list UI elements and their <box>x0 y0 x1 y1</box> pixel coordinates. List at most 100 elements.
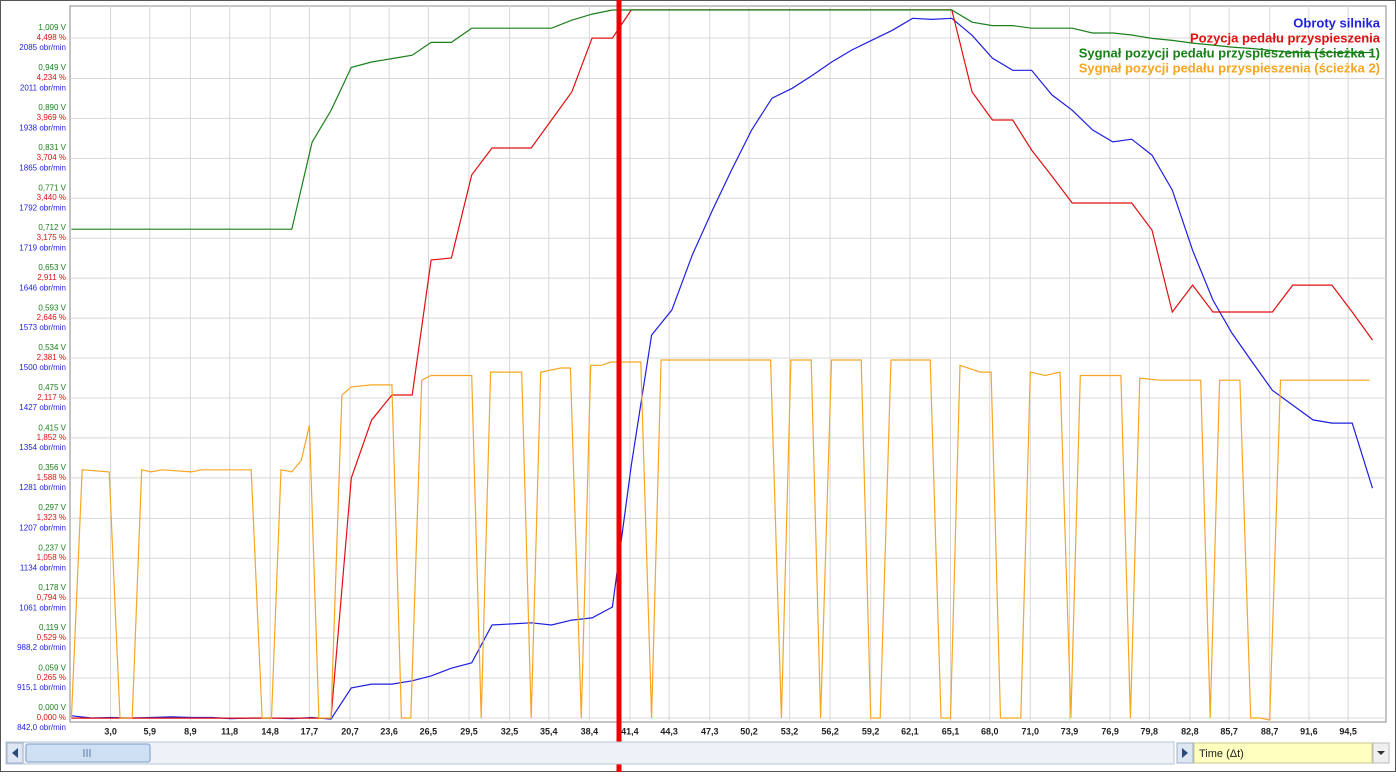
x-tick-label: 11,8 <box>221 726 238 736</box>
y-tick-label: 1,058 % <box>37 553 66 562</box>
y-tick-label: 0,890 V <box>38 103 66 112</box>
y-tick-label: 0,415 V <box>38 423 66 432</box>
y-tick-label: 842,0 obr/min <box>17 723 66 732</box>
series-line <box>71 9 1373 230</box>
y-tick-label: 1792 obr/min <box>19 203 66 212</box>
y-tick-label: 1865 obr/min <box>19 163 66 172</box>
y-tick-label: 0,949 V <box>38 63 66 72</box>
y-tick-label: 1354 obr/min <box>19 443 66 452</box>
y-tick-label: 1207 obr/min <box>19 523 66 532</box>
y-tick-label: 0,119 V <box>39 623 67 632</box>
x-axis-label: Time (Δt) <box>1199 748 1244 760</box>
y-tick-label: 0,265 % <box>37 673 66 682</box>
x-tick-label: 85,7 <box>1220 726 1238 736</box>
x-tick-label: 47,3 <box>701 726 719 736</box>
y-tick-label: 2,911 % <box>37 273 66 282</box>
arrow-icon <box>12 748 18 758</box>
scroll-thumb[interactable] <box>25 743 151 763</box>
legend-entry: Obroty silnika <box>1293 15 1380 30</box>
y-tick-label: 1500 obr/min <box>19 363 66 372</box>
x-tick-label: 26,5 <box>420 726 438 736</box>
grid <box>70 6 1386 722</box>
y-tick-label: 0,653 V <box>38 263 66 272</box>
plot-area <box>69 5 1387 723</box>
y-tick-label: 1938 obr/min <box>19 124 66 133</box>
x-tick-label: 14,8 <box>261 726 279 736</box>
y-tick-label: 3,175 % <box>37 233 66 242</box>
x-tick-label: 53,2 <box>781 726 799 736</box>
y-tick-label: 0,178 V <box>38 583 66 592</box>
x-tick-label: 23,6 <box>380 726 398 736</box>
y-tick-label: 1427 obr/min <box>19 403 66 412</box>
y-tick-label: 3,704 % <box>37 153 66 162</box>
y-tick-label: 0,794 % <box>37 593 66 602</box>
y-tick-label: 0,000 V <box>38 703 66 712</box>
x-tick-label: 17,7 <box>301 726 319 736</box>
x-tick-label: 8,9 <box>184 726 197 736</box>
y-tick-label: 0,356 V <box>38 463 66 472</box>
dropdown-icon <box>1377 751 1385 755</box>
y-tick-label: 1281 obr/min <box>19 483 66 492</box>
x-tick-label: 3,0 <box>104 726 117 736</box>
x-tick-label: 44,3 <box>660 726 678 736</box>
y-tick-label: 1,852 % <box>37 433 66 442</box>
x-tick-label: 41,4 <box>621 726 639 736</box>
x-tick-label: 5,9 <box>144 726 157 736</box>
x-tick-label: 91,6 <box>1300 726 1318 736</box>
x-tick-label: 79,8 <box>1141 726 1159 736</box>
x-tick-label: 68,0 <box>981 726 999 736</box>
series-lines <box>70 9 1374 721</box>
y-tick-label: 0,475 V <box>38 383 66 392</box>
y-tick-label: 1573 obr/min <box>19 323 66 332</box>
x-tick-label: 73,9 <box>1061 726 1079 736</box>
x-tick-label: 71,0 <box>1022 726 1040 736</box>
y-tick-label: 3,440 % <box>37 193 66 202</box>
x-tick-label: 94,5 <box>1339 726 1357 736</box>
x-tick-label: 38,4 <box>581 726 599 736</box>
x-axis-selector[interactable] <box>1193 742 1373 764</box>
y-tick-label: 915,1 obr/min <box>17 683 66 692</box>
scrollbar[interactable] <box>5 741 1175 765</box>
legend-entry: Pozycja pedału przyspieszenia <box>1190 30 1381 45</box>
x-tick-label: 32,5 <box>501 726 519 736</box>
y-tick-label: 0,534 V <box>38 343 66 352</box>
legend-entry: Sygnał pozycji pedału przyspieszenia (śc… <box>1079 60 1380 75</box>
y-tick-label: 4,234 % <box>37 73 66 82</box>
y-tick-label: 1646 obr/min <box>19 283 66 292</box>
y-tick-label: 0,593 V <box>38 303 66 312</box>
y-tick-label: 4,498 % <box>37 33 66 42</box>
y-tick-label: 0,297 V <box>38 503 66 512</box>
y-tick-label: 1,323 % <box>37 513 66 522</box>
labels: 3,0 5,9 8,9 11,8 14,8 17,7 20,7 23,6 26,5 29,5 32,… <box>17 15 1381 736</box>
y-tick-label: 2,646 % <box>37 313 66 322</box>
y-tick-label: 1,009 V <box>38 23 66 32</box>
y-tick-label: 1061 obr/min <box>19 603 66 612</box>
x-tick-label: 88,7 <box>1261 726 1279 736</box>
y-tick-label: 1719 obr/min <box>19 243 66 252</box>
series-line <box>70 359 1370 721</box>
y-tick-label: 988,2 obr/min <box>17 643 66 652</box>
arrow-icon <box>1182 748 1188 758</box>
y-tick-label: 0,237 V <box>38 543 66 552</box>
y-tick-label: 1,588 % <box>37 473 66 482</box>
y-tick-label: 0,771 V <box>38 183 66 192</box>
x-tick-label: 65,1 <box>942 726 960 736</box>
x-tick-label: 76,9 <box>1101 726 1119 736</box>
x-tick-label: 29,5 <box>460 726 478 736</box>
x-tick-label: 56,2 <box>821 726 839 736</box>
y-tick-label: 2,117 % <box>37 393 66 402</box>
grip <box>83 749 91 757</box>
x-tick-label: 20,7 <box>341 726 359 736</box>
y-tick-label: 0,831 V <box>38 143 66 152</box>
y-tick-label: 2085 obr/min <box>19 43 66 52</box>
x-tick-label: 82,8 <box>1181 726 1199 736</box>
x-tick-label: 62,1 <box>901 726 919 736</box>
y-tick-label: 2011 obr/min <box>20 84 66 93</box>
y-tick-label: 0,000 % <box>37 713 66 722</box>
y-tick-label: 3,969 % <box>37 113 66 122</box>
y-tick-label: 0,059 V <box>38 663 66 672</box>
x-tick-label: 35,4 <box>540 726 558 736</box>
y-tick-label: 0,712 V <box>38 223 66 232</box>
